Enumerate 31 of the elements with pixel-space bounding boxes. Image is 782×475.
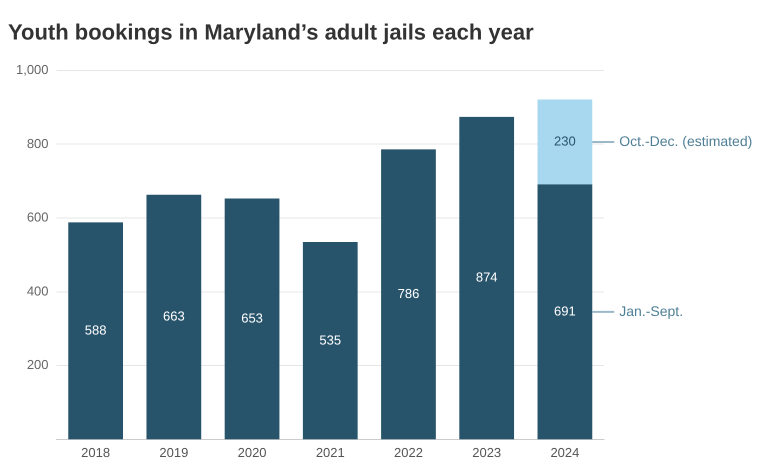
- x-tick-label: 2023: [472, 444, 502, 460]
- x-tick-label: 2020: [238, 444, 267, 460]
- series-label: Jan.-Sept.: [619, 302, 684, 319]
- bar: [224, 198, 280, 440]
- x-tick-label: 2018: [81, 444, 110, 460]
- chart-title: Youth bookings in Maryland’s adult jails each year: [8, 19, 534, 44]
- y-tick-label: 400: [26, 283, 49, 298]
- y-tick-label: 800: [26, 136, 49, 151]
- bar: [381, 149, 436, 440]
- data-label: 588: [84, 322, 106, 338]
- x-tick-label: 2024: [550, 444, 580, 460]
- data-label: 874: [476, 270, 498, 285]
- data-label: 691: [554, 303, 576, 318]
- x-tick-label: 2019: [159, 444, 188, 460]
- bar: [459, 116, 514, 440]
- y-tick-label: 200: [26, 357, 49, 372]
- y-tick-label: 1,000: [16, 62, 49, 77]
- x-tick-label: 2021: [316, 444, 345, 460]
- data-label: 663: [162, 308, 185, 324]
- bar: [302, 242, 358, 440]
- data-label: 786: [398, 286, 420, 301]
- data-label: 653: [241, 310, 263, 326]
- series-label: Oct.-Dec. (estimated): [619, 132, 752, 149]
- bar: [538, 100, 592, 184]
- bar: [68, 222, 124, 440]
- bar: [146, 194, 202, 440]
- data-label: 230: [554, 134, 576, 149]
- y-tick-label: 600: [26, 210, 49, 225]
- x-tick-label: 2022: [394, 444, 423, 460]
- data-label: 535: [319, 332, 342, 348]
- bar: [538, 184, 592, 440]
